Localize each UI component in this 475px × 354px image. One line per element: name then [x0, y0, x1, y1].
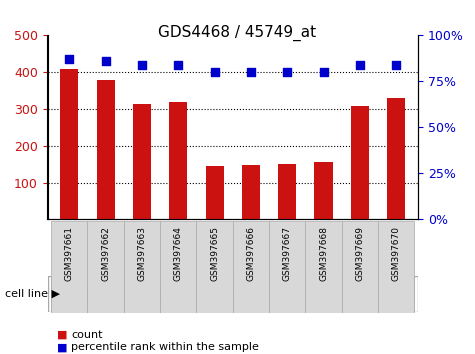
Text: LN018: LN018	[69, 289, 105, 299]
Text: GSM397669: GSM397669	[355, 226, 364, 281]
FancyBboxPatch shape	[51, 221, 87, 313]
FancyBboxPatch shape	[342, 276, 414, 312]
Text: ■: ■	[57, 330, 67, 340]
Text: GSM397661: GSM397661	[65, 226, 74, 281]
Bar	[96, 80, 114, 219]
FancyBboxPatch shape	[197, 221, 233, 313]
FancyBboxPatch shape	[124, 276, 197, 312]
Point	[138, 62, 146, 68]
Text: GSM397670: GSM397670	[392, 226, 401, 281]
FancyBboxPatch shape	[233, 221, 269, 313]
Point	[174, 62, 182, 68]
Point	[247, 69, 255, 75]
Text: GSM397664: GSM397664	[174, 226, 183, 281]
Point	[392, 62, 400, 68]
Text: count: count	[71, 330, 103, 340]
Text: ■: ■	[57, 342, 67, 352]
Text: cell line ▶: cell line ▶	[5, 289, 60, 299]
Text: GSM397662: GSM397662	[101, 226, 110, 281]
FancyBboxPatch shape	[87, 221, 124, 313]
FancyBboxPatch shape	[197, 276, 269, 312]
Bar	[242, 165, 260, 219]
Text: GSM397665: GSM397665	[210, 226, 219, 281]
Text: BS149: BS149	[360, 289, 396, 299]
Bar	[314, 162, 332, 219]
FancyBboxPatch shape	[378, 221, 414, 313]
Point	[356, 62, 364, 68]
Point	[284, 69, 291, 75]
Bar	[206, 166, 224, 219]
Point	[102, 58, 109, 64]
Bar	[351, 107, 369, 219]
FancyBboxPatch shape	[269, 221, 305, 313]
Bar	[60, 69, 78, 219]
Text: GSM397667: GSM397667	[283, 226, 292, 281]
Text: GDS4468 / 45749_at: GDS4468 / 45749_at	[159, 25, 316, 41]
Bar	[169, 102, 187, 219]
FancyBboxPatch shape	[305, 221, 342, 313]
Text: LN215: LN215	[142, 289, 178, 299]
FancyBboxPatch shape	[160, 221, 197, 313]
Text: GSM397668: GSM397668	[319, 226, 328, 281]
Point	[66, 57, 73, 62]
Point	[320, 69, 327, 75]
Text: LN319: LN319	[287, 289, 323, 299]
FancyBboxPatch shape	[342, 221, 378, 313]
Bar	[387, 98, 405, 219]
FancyBboxPatch shape	[51, 276, 124, 312]
Text: percentile rank within the sample: percentile rank within the sample	[71, 342, 259, 352]
Bar	[278, 164, 296, 219]
Text: GSM397666: GSM397666	[247, 226, 256, 281]
Text: LN229: LN229	[215, 289, 251, 299]
Bar	[133, 103, 151, 219]
Point	[211, 69, 218, 75]
Text: GSM397663: GSM397663	[137, 226, 146, 281]
FancyBboxPatch shape	[124, 221, 160, 313]
FancyBboxPatch shape	[269, 276, 342, 312]
